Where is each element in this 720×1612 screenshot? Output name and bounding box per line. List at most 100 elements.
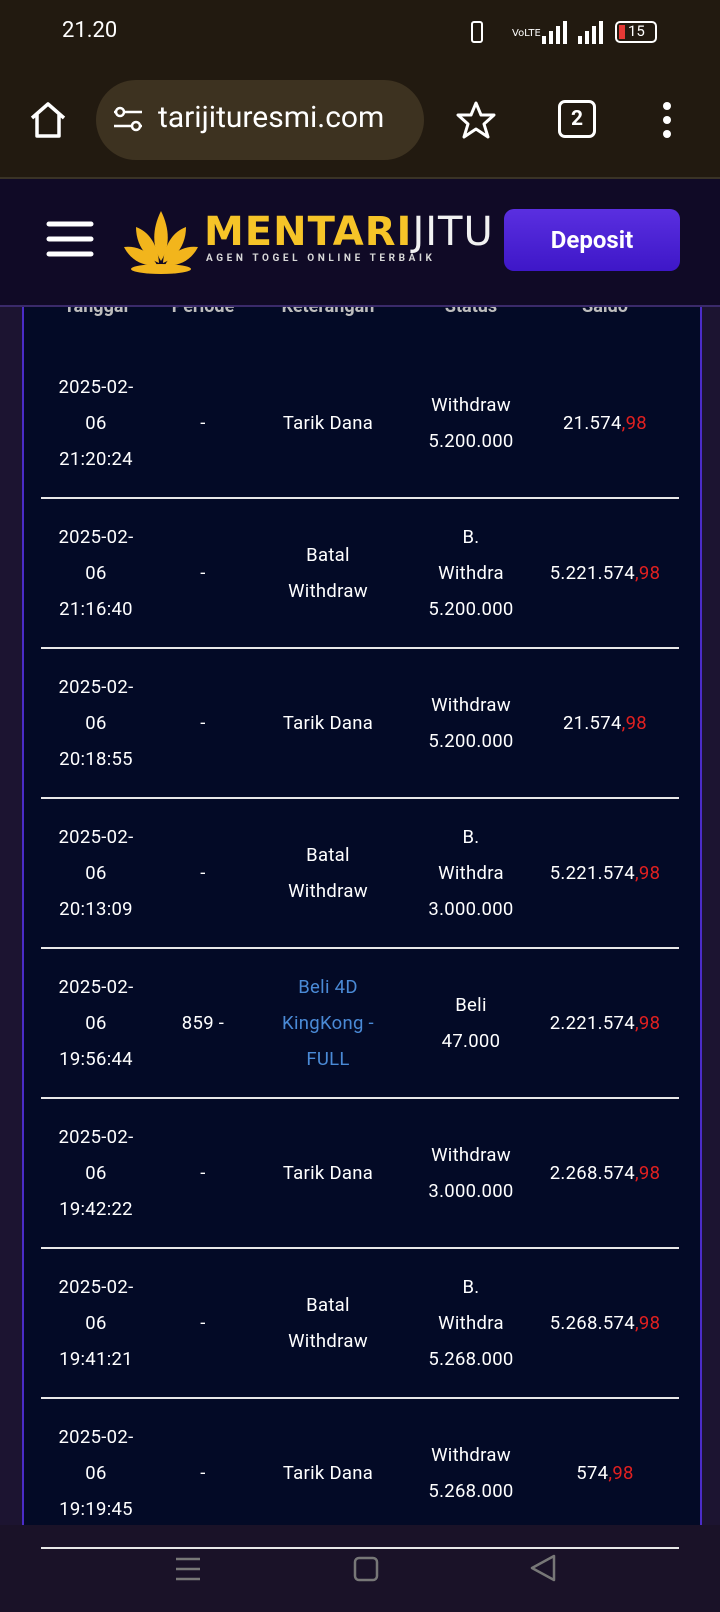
keterangan-cell: Tarik Dana	[258, 1398, 398, 1547]
saldo-amount: 2.268.574	[549, 1161, 635, 1184]
history-row: 2025-02- 06 19:42:22 - Tarik Dana Withdraw 3.0…	[41, 1098, 679, 1249]
deposit-button[interactable]: Deposit	[504, 209, 680, 271]
status-cell: Withdraw 3.000.000	[411, 1098, 531, 1247]
date-cell: 2025-02- 06 21:16:40	[41, 498, 151, 647]
saldo-cell: 5.221.574,98	[530, 798, 680, 947]
status-line: B.	[462, 1275, 480, 1298]
history-row: 2025-02- 06 21:16:40 - Batal Withdraw B. Withdr…	[41, 498, 679, 649]
status-cell: Withdraw 5.200.000	[411, 648, 531, 797]
date-line: 21:20:24	[59, 447, 133, 470]
browser-toolbar: tarijituresmi.com 2	[0, 66, 720, 179]
date-line: 19:41:21	[59, 1347, 133, 1370]
date-line: 06	[85, 1161, 107, 1184]
back-button[interactable]	[528, 1553, 558, 1583]
saldo-decimal: ,98	[634, 1311, 661, 1334]
status-line: Withdraw	[431, 393, 511, 416]
saldo: 21.574,98	[563, 405, 647, 441]
keterangan-cell: Batal Withdraw	[258, 798, 398, 947]
date-line: 20:13:09	[59, 897, 133, 920]
status-icons: VoLTE	[471, 21, 657, 44]
logo-icon	[124, 211, 198, 274]
keterangan-link[interactable]: FULL	[306, 1047, 350, 1070]
status-line: 5.268.000	[428, 1347, 514, 1370]
keterangan-cell: Tarik Dana	[258, 348, 398, 497]
date-line: 20:18:55	[59, 747, 133, 770]
periode-cell: -	[158, 1248, 248, 1397]
date-line: 2025-02-	[58, 675, 134, 698]
saldo-amount: 5.221.574	[549, 861, 635, 884]
keterangan-line: Batal	[306, 543, 350, 566]
saldo-cell: 21.574,98	[530, 348, 680, 497]
periode-cell: -	[158, 1098, 248, 1247]
menu-button[interactable]	[660, 100, 674, 140]
date-cell: 2025-02- 06 19:56:44	[41, 948, 151, 1097]
date-cell: 2025-02- 06 19:42:22	[41, 1098, 151, 1247]
status-cell: B. Withdra 5.200.000	[411, 498, 531, 647]
url-box[interactable]: tarijituresmi.com	[96, 80, 424, 160]
bookmark-button[interactable]	[456, 100, 496, 140]
periode-cell: -	[158, 648, 248, 797]
history-row: 2025-02- 06 19:19:45 - Tarik Dana Withdraw 5.2…	[41, 1398, 679, 1549]
saldo: 5.268.574,98	[550, 1305, 661, 1341]
date-line: 06	[85, 861, 107, 884]
status-line: Withdra	[438, 1311, 504, 1334]
date-line: 2025-02-	[58, 825, 134, 848]
keterangan-cell: Beli 4D KingKong - FULL	[258, 948, 398, 1097]
saldo-cell: 2.221.574,98	[530, 948, 680, 1097]
saldo: 2.221.574,98	[550, 1005, 661, 1041]
saldo-cell: 21.574,98	[530, 648, 680, 797]
periode: -	[200, 1461, 206, 1484]
date-line: 06	[85, 561, 107, 584]
periode-cell: -	[158, 798, 248, 947]
status-line: 3.000.000	[428, 897, 514, 920]
date-line: 06	[85, 1011, 107, 1034]
date-line: 21:16:40	[59, 597, 133, 620]
status-line: 5.200.000	[428, 429, 514, 452]
svg-text:VoLTE: VoLTE	[512, 28, 541, 39]
date-cell: 2025-02- 06 19:19:45	[41, 1398, 151, 1547]
home-nav-button[interactable]	[352, 1555, 380, 1583]
saldo-decimal: ,98	[621, 711, 647, 734]
saldo-amount: 2.221.574	[549, 1011, 635, 1034]
status-cell: B. Withdra 5.268.000	[411, 1248, 531, 1397]
periode: -	[200, 1311, 206, 1334]
saldo-cell: 2.268.574,98	[530, 1098, 680, 1247]
keterangan-line: Tarik Dana	[282, 1461, 374, 1484]
table-panel	[22, 280, 702, 1525]
saldo-decimal: ,98	[608, 1461, 634, 1484]
date-line: 19:19:45	[59, 1497, 133, 1520]
saldo-amount: 5.268.574	[549, 1311, 635, 1334]
keterangan-line: Tarik Dana	[282, 1161, 374, 1184]
date-line: 2025-02-	[58, 975, 134, 998]
logo-accent: JITU	[412, 209, 494, 255]
keterangan-link[interactable]: KingKong -	[282, 1011, 374, 1034]
saldo-decimal: ,98	[621, 411, 647, 434]
keterangan-cell: Tarik Dana	[258, 648, 398, 797]
status-line: Withdraw	[431, 1143, 511, 1166]
saldo-amount: 21.574	[562, 411, 622, 434]
saldo-decimal: ,98	[634, 1161, 661, 1184]
status-line: Beli	[455, 993, 487, 1016]
status-line: B.	[462, 525, 480, 548]
clock: 21.20	[62, 18, 118, 43]
logo-main: MENTARI	[204, 209, 413, 255]
home-button[interactable]	[28, 100, 68, 140]
status-line: 47.000	[441, 1029, 501, 1052]
saldo-amount: 574	[576, 1461, 609, 1484]
status-line: 5.200.000	[428, 729, 514, 752]
saldo-decimal: ,98	[634, 1011, 661, 1034]
keterangan-link[interactable]: Beli 4D	[298, 975, 358, 998]
keterangan-line: Tarik Dana	[282, 711, 374, 734]
keterangan-line: Batal	[306, 1293, 350, 1316]
tab-count[interactable]: 2	[558, 100, 596, 138]
status-cell: Withdraw 5.268.000	[411, 1398, 531, 1547]
hamburger-menu[interactable]	[46, 219, 94, 259]
keterangan-cell: Batal Withdraw	[258, 498, 398, 647]
date-line: 06	[85, 1311, 107, 1334]
saldo-cell: 574,98	[530, 1398, 680, 1547]
recents-button[interactable]	[174, 1555, 202, 1583]
site-settings-icon[interactable]	[112, 106, 144, 134]
status-line: 5.200.000	[428, 597, 514, 620]
saldo-cell: 5.268.574,98	[530, 1248, 680, 1397]
